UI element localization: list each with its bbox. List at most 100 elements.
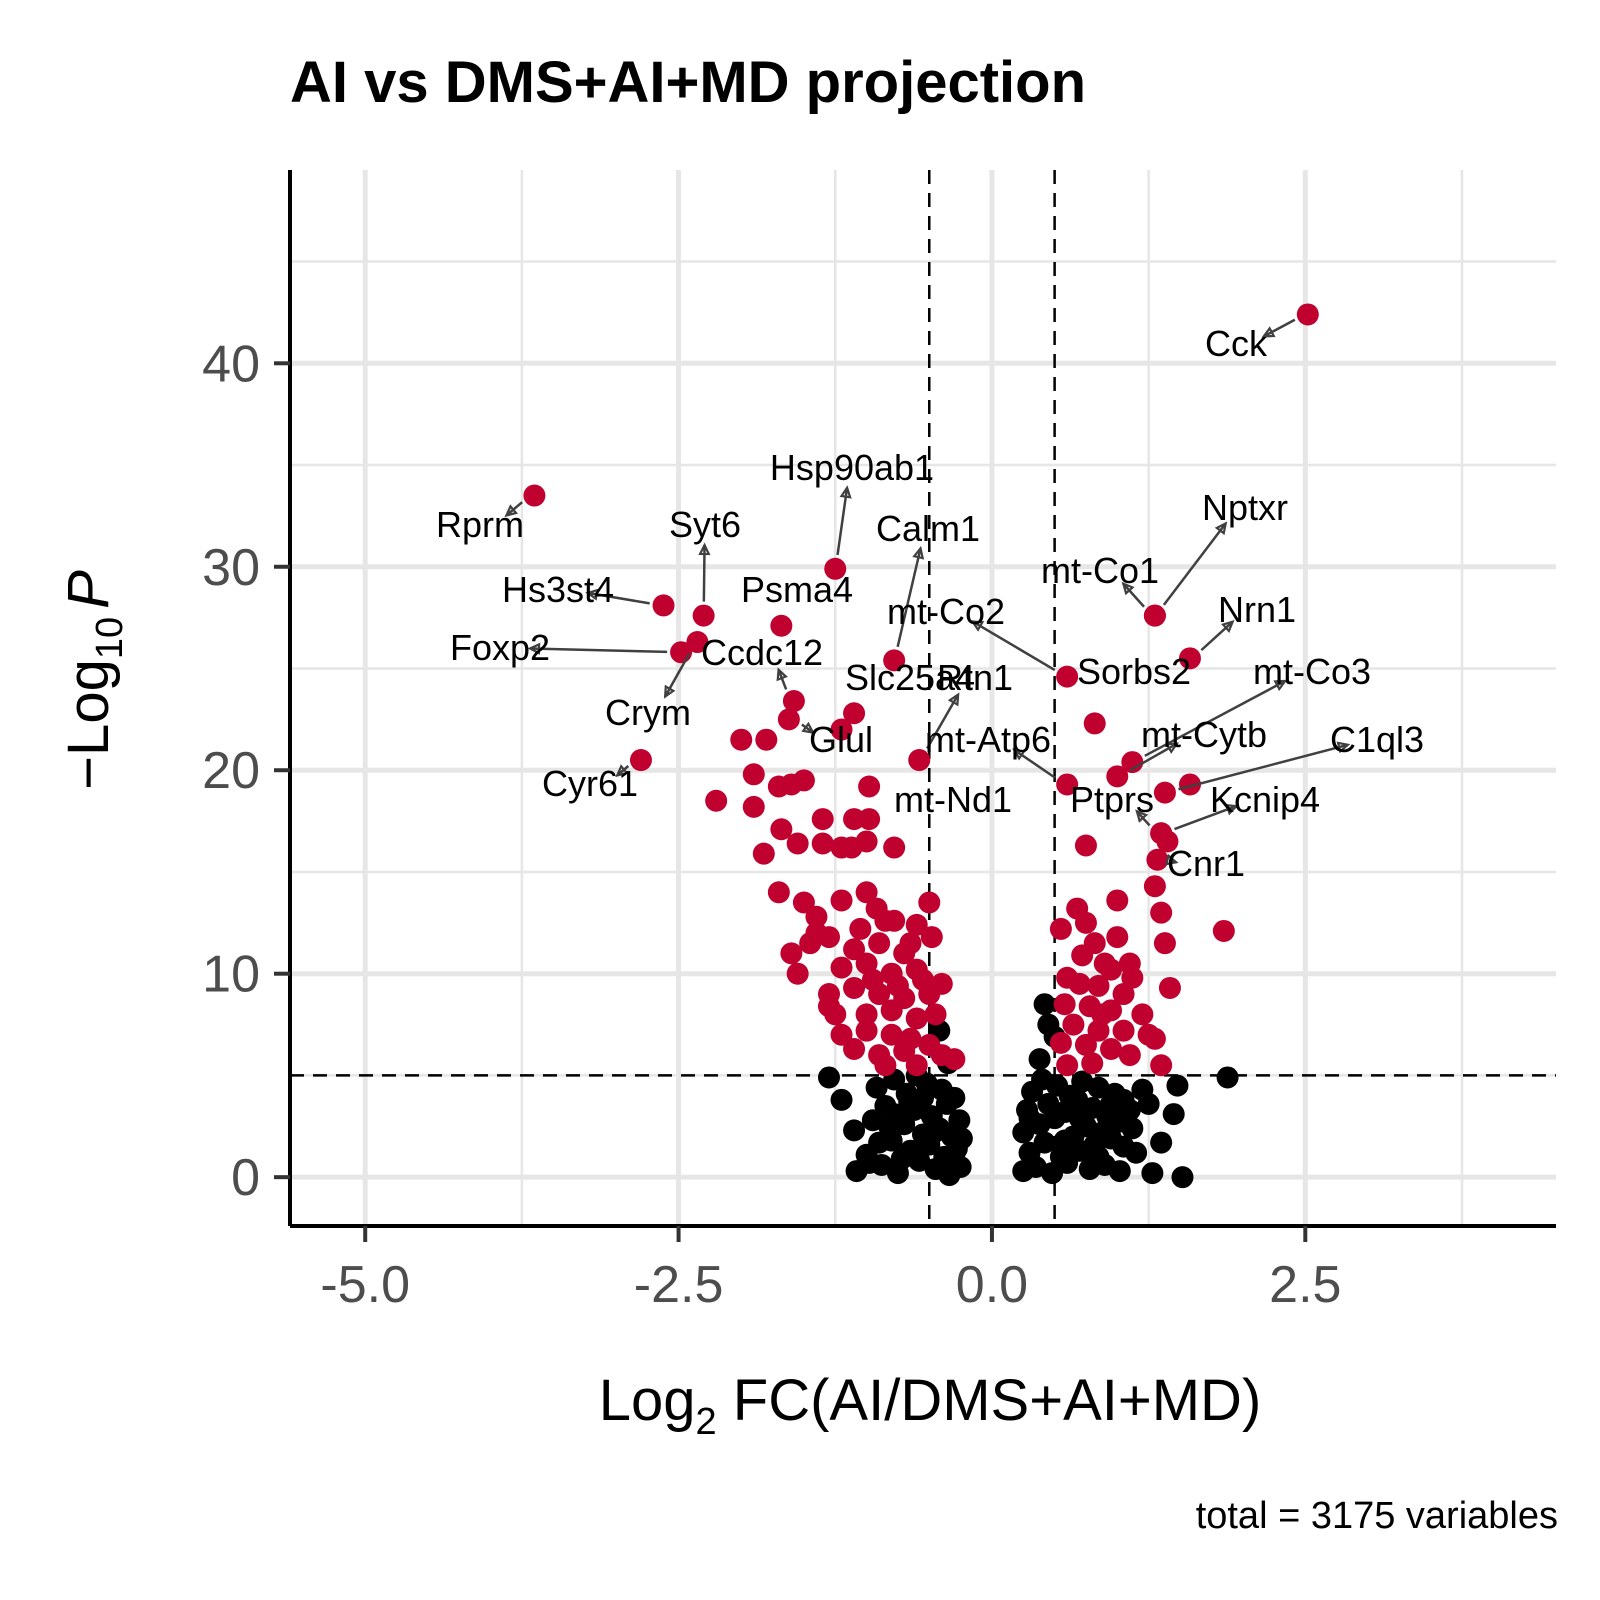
gene-label-arrowhead <box>504 504 519 518</box>
significant-point <box>883 836 906 859</box>
nonsignificant-point <box>1033 993 1056 1016</box>
significant-point <box>1150 1054 1173 1077</box>
significant-point <box>1049 1031 1072 1054</box>
significant-point <box>1081 1052 1104 1075</box>
gene-label-arrowhead <box>585 588 599 601</box>
gene-label-arrowhead <box>947 692 960 707</box>
significant-point <box>874 909 897 932</box>
significant-point <box>858 775 881 798</box>
significant-point <box>1131 1003 1154 1026</box>
nonsignificant-point <box>1033 1131 1056 1154</box>
labeled-gene-point <box>1146 848 1169 871</box>
nonsignificant-point <box>883 1103 906 1126</box>
significant-point <box>943 1048 966 1071</box>
gene-label: Calm1 <box>876 508 980 549</box>
significant-point <box>1178 773 1201 796</box>
gene-label-arrowhead <box>1135 809 1149 823</box>
gene-label: Rprm <box>436 504 524 545</box>
labeled-gene-point <box>782 690 805 713</box>
significant-point <box>1112 1019 1135 1042</box>
gene-label: C1ql3 <box>1330 719 1424 760</box>
labeled-gene-point <box>1143 604 1166 627</box>
gene-label: Nptxr <box>1202 487 1288 528</box>
gene-label-arrowhead <box>1273 679 1288 692</box>
gene-label-arrowhead <box>776 667 788 682</box>
significant-point <box>1112 983 1135 1006</box>
gene-label: Sorbs2 <box>1077 651 1191 692</box>
nonsignificant-point <box>830 1088 853 1111</box>
significant-point <box>855 1003 878 1026</box>
significant-point <box>805 922 828 945</box>
significant-point <box>792 891 815 914</box>
significant-point <box>1056 1054 1079 1077</box>
gene-label: Cyr61 <box>542 763 638 804</box>
gene-label: Kcnip4 <box>1210 779 1320 820</box>
x-tick-label: 2.5 <box>1269 1256 1341 1314</box>
gene-label-arrowhead <box>698 542 711 556</box>
gene-label: Ptprs <box>1070 779 1154 820</box>
significant-point <box>742 763 765 786</box>
labeled-gene-point <box>1150 822 1173 845</box>
y-axis-title: −Log10 P <box>56 570 131 790</box>
significant-point <box>843 808 866 831</box>
significant-point <box>1074 1033 1097 1056</box>
nonsignificant-point <box>843 1119 866 1142</box>
significant-point <box>786 832 809 855</box>
significant-point <box>770 818 793 841</box>
significant-point <box>780 942 803 965</box>
significant-point <box>874 1054 897 1077</box>
nonsignificant-point <box>1018 1107 1041 1130</box>
gene-label: mt-Co2 <box>887 591 1005 632</box>
significant-point <box>905 1007 928 1030</box>
significant-point <box>1100 1037 1123 1060</box>
gene-label: Nrn1 <box>1218 589 1296 630</box>
significant-point <box>918 891 941 914</box>
significant-points <box>705 718 1235 1077</box>
significant-point <box>1212 919 1235 942</box>
gene-label-arrowhead <box>970 620 985 632</box>
gene-label: Rtn1 <box>937 657 1013 698</box>
nonsignificant-point <box>1150 1131 1173 1154</box>
significant-point <box>840 836 863 859</box>
significant-point <box>730 728 753 751</box>
labeled-gene-point <box>843 702 866 725</box>
nonsignificant-point <box>923 1121 946 1144</box>
gene-label: Crym <box>605 692 691 733</box>
labeled-gene-point <box>824 557 847 580</box>
nonsignificant-point <box>912 1086 934 1109</box>
labeled-gene-point <box>1106 765 1129 788</box>
significant-point <box>786 962 809 985</box>
significant-point <box>905 913 928 936</box>
chart-title: AI vs DMS+AI+MD projection <box>290 50 1086 115</box>
gene-label-arrow <box>1178 743 1349 791</box>
significant-point <box>880 1023 903 1046</box>
labeled-gene-point <box>1296 303 1319 326</box>
gene-label: Foxp2 <box>450 627 550 668</box>
gene-label-arrow <box>1122 582 1145 608</box>
caption: total = 3175 variables <box>1196 1495 1558 1537</box>
gene-label-arrow <box>1162 522 1227 606</box>
significant-point <box>1150 901 1173 924</box>
labeled-gene-point <box>883 649 906 672</box>
gene-label-arrow <box>505 501 523 517</box>
gene-label: Slc25a4 <box>845 657 975 698</box>
significant-point <box>893 1040 916 1063</box>
gene-label-arrowhead <box>1221 619 1235 634</box>
significant-point <box>1053 993 1076 1016</box>
gene-label-arrowhead <box>527 642 541 655</box>
significant-point <box>780 773 803 796</box>
labeled-gene-point <box>908 749 931 772</box>
significant-point <box>1158 976 1181 999</box>
significant-point <box>1143 875 1166 898</box>
significant-point <box>1068 972 1091 995</box>
labeled-gene-point <box>777 708 800 731</box>
significant-point <box>767 881 790 904</box>
gene-label-arrowhead <box>1224 803 1239 816</box>
significant-point <box>920 926 943 949</box>
nonsignificant-point <box>1125 1141 1148 1164</box>
gene-label: mt-Cytb <box>1141 714 1267 755</box>
significant-point <box>830 1023 853 1046</box>
nonsignificant-points <box>817 993 1239 1189</box>
gene-label: Ccdc12 <box>701 632 823 673</box>
